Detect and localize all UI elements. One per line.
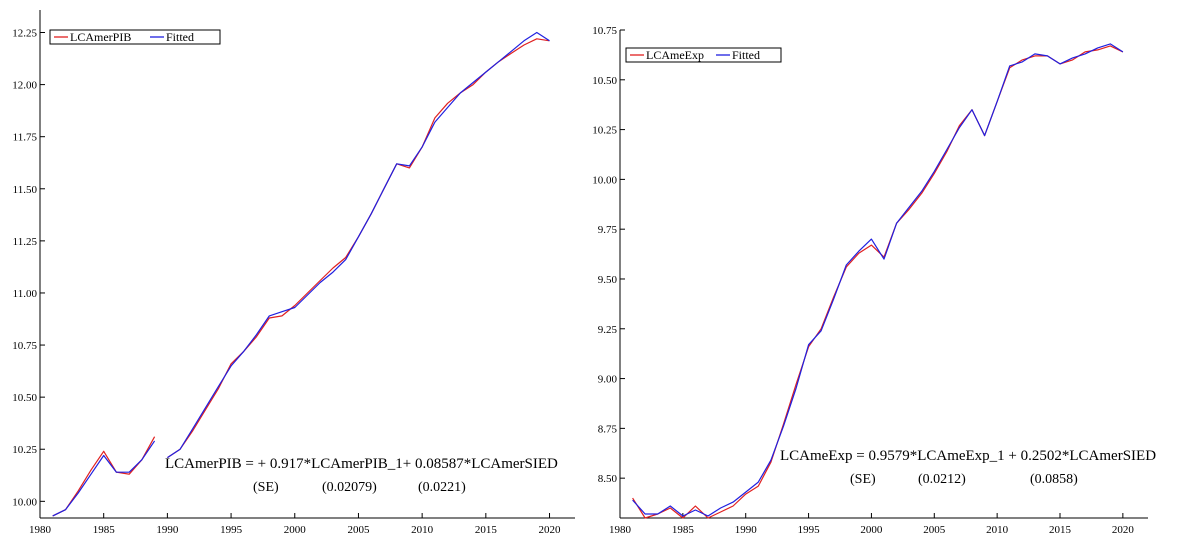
left-y-tick-label: 11.75 <box>13 132 38 144</box>
left-series-line-fitted <box>52 31 550 517</box>
right-x-tick-label: 1995 <box>798 524 821 536</box>
left-equation-se-value-1: (0.0221) <box>418 480 466 495</box>
right-x-tick-label: 1980 <box>609 524 632 536</box>
right-equation-se-value-1: (0.0858) <box>1030 472 1078 487</box>
right-legend: LCAmeExp Fitted <box>625 47 782 63</box>
right-x-tick-label: 2010 <box>986 524 1009 536</box>
left-x-tick-label: 1980 <box>29 524 52 536</box>
left-equation: LCAmerPIB = + 0.917*LCAmerPIB_1+ 0.08587… <box>165 456 558 495</box>
right-legend-label-0: LCAmeExp <box>646 48 704 62</box>
left-x-ticks: 1980 1985 1990 1995 2000 2005 2010 2015 2020 <box>29 513 561 536</box>
right-legend-label-1: Fitted <box>732 48 760 62</box>
left-y-tick-label: 12.00 <box>12 80 37 92</box>
right-y-tick-label: 10.50 <box>592 75 617 87</box>
right-y-tick-label: 9.75 <box>598 224 618 236</box>
left-x-tick-label: 1985 <box>93 524 116 536</box>
left-equation-se-label: (SE) <box>253 480 279 495</box>
left-y-tick-label: 11.00 <box>13 288 38 300</box>
right-x-tick-label: 2005 <box>923 524 946 536</box>
left-legend: LCAmerPIB Fitted <box>49 29 221 45</box>
right-chart-panel: 8.50 8.75 9.00 9.25 9.50 9.75 10.00 10.25 10.50 1… <box>592 25 1156 536</box>
right-series-line-actual <box>632 45 1124 519</box>
left-legend-label-0: LCAmerPIB <box>70 30 131 44</box>
left-x-tick-label: 2015 <box>475 524 498 536</box>
left-y-tick-label: 12.25 <box>12 28 37 40</box>
left-legend-label-1: Fitted <box>166 30 194 44</box>
right-y-tick-label: 9.00 <box>598 374 618 386</box>
right-series-line-fitted <box>632 43 1124 517</box>
right-equation-line: LCAmeExp = 0.9579*LCAmeExp_1 + 0.2502*LC… <box>780 448 1156 464</box>
left-series-group <box>52 31 550 517</box>
right-x-tick-label: 2020 <box>1112 524 1135 536</box>
right-y-tick-label: 8.75 <box>598 423 618 435</box>
left-equation-line: LCAmerPIB = + 0.917*LCAmerPIB_1+ 0.08587… <box>165 456 558 472</box>
left-x-tick-label: 1995 <box>220 524 243 536</box>
left-y-tick-label: 10.50 <box>12 392 37 404</box>
right-equation-se-value-0: (0.0212) <box>918 472 966 487</box>
left-chart-panel: 10.00 10.25 10.50 10.75 11.00 11.25 11.50 11.75… <box>12 10 575 536</box>
right-x-tick-label: 1990 <box>735 524 758 536</box>
left-x-tick-label: 1990 <box>156 524 179 536</box>
right-x-tick-label: 2015 <box>1049 524 1072 536</box>
left-y-ticks: 10.00 10.25 10.50 10.75 11.00 11.25 11.50 11.75… <box>12 28 45 508</box>
right-series-group <box>632 43 1124 519</box>
left-legend-box <box>49 29 221 45</box>
left-y-tick-label: 11.50 <box>13 184 38 196</box>
right-y-tick-label: 10.25 <box>592 125 617 137</box>
left-equation-se-value-0: (0.02079) <box>322 480 377 495</box>
right-y-tick-label: 10.75 <box>592 25 617 37</box>
right-equation-se-label: (SE) <box>850 472 876 487</box>
left-x-tick-label: 2005 <box>347 524 370 536</box>
right-y-tick-label: 10.00 <box>592 174 617 186</box>
right-y-ticks: 8.50 8.75 9.00 9.25 9.50 9.75 10.00 10.25 10.50 1… <box>592 25 625 485</box>
right-x-tick-label: 1985 <box>672 524 695 536</box>
right-x-tick-label: 2000 <box>860 524 883 536</box>
right-y-tick-label: 9.25 <box>598 324 618 336</box>
right-x-ticks: 1980 1985 1990 1995 2000 2005 2010 2015 2020 <box>609 513 1134 536</box>
left-x-tick-label: 2020 <box>539 524 562 536</box>
left-x-tick-label: 2010 <box>411 524 434 536</box>
left-series-line-actual <box>52 38 550 517</box>
right-y-tick-label: 9.50 <box>598 274 618 286</box>
right-y-tick-label: 8.50 <box>598 473 618 485</box>
left-x-tick-label: 2000 <box>284 524 307 536</box>
right-equation: LCAmeExp = 0.9579*LCAmeExp_1 + 0.2502*LC… <box>780 448 1156 487</box>
left-y-tick-label: 10.75 <box>12 340 37 352</box>
left-y-tick-label: 11.25 <box>13 236 38 248</box>
left-y-tick-label: 10.00 <box>12 496 37 508</box>
left-y-tick-label: 10.25 <box>12 444 37 456</box>
right-legend-box <box>625 47 782 63</box>
